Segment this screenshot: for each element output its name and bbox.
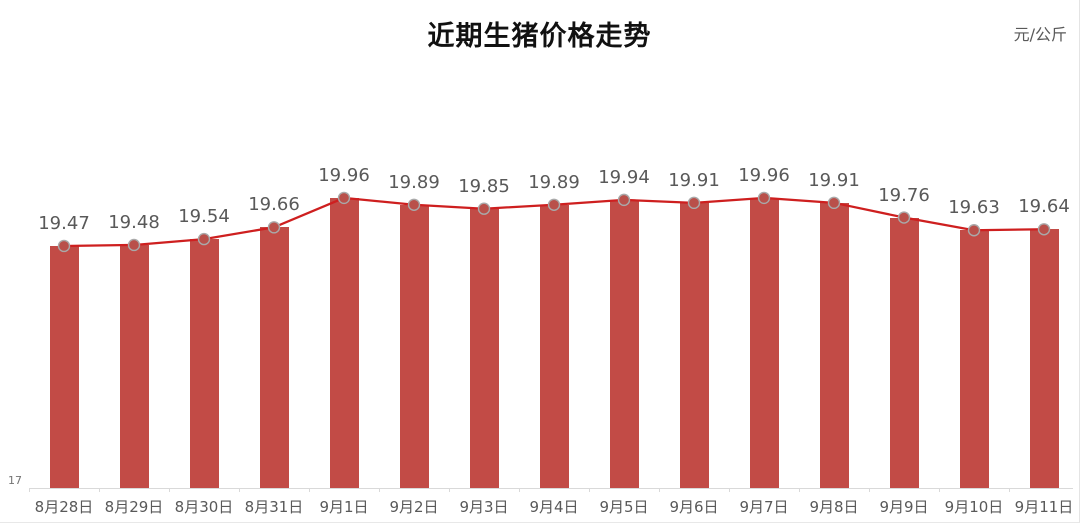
data-label: 19.48: [108, 211, 160, 233]
price-bar: [49, 245, 79, 488]
data-label: 19.64: [1018, 196, 1070, 218]
x-axis-tick: [309, 488, 310, 492]
price-bar: [189, 239, 219, 488]
x-axis-label: 9月10日: [944, 498, 1004, 516]
x-axis-tick: [1009, 488, 1010, 492]
price-bar: [259, 227, 289, 488]
x-axis-tick: [169, 488, 170, 492]
price-bar: [539, 204, 569, 488]
x-axis-label: 8月29日: [104, 498, 164, 516]
price-bar: [749, 197, 779, 488]
x-axis-label: 9月8日: [809, 498, 859, 516]
x-axis-line: [29, 488, 1073, 489]
price-bar: [889, 217, 919, 488]
x-axis-label: 8月28日: [34, 498, 94, 516]
price-bar: [609, 199, 639, 488]
price-bar: [119, 244, 149, 488]
data-label: 19.91: [808, 169, 860, 191]
x-axis-label: 9月9日: [879, 498, 929, 516]
x-axis-label: 9月6日: [669, 498, 719, 516]
x-axis-tick: [869, 488, 870, 492]
x-axis-tick: [29, 488, 30, 492]
x-axis-tick: [729, 488, 730, 492]
data-label: 19.76: [878, 184, 930, 206]
price-bar: [819, 202, 849, 488]
x-axis-label: 8月30日: [174, 498, 234, 516]
x-axis-label: 9月2日: [389, 498, 439, 516]
data-label: 19.89: [388, 171, 440, 193]
price-bar: [679, 202, 709, 488]
x-axis-label: 8月31日: [244, 498, 304, 516]
x-axis-tick: [589, 488, 590, 492]
x-axis-tick: [239, 488, 240, 492]
price-bar: [399, 204, 429, 488]
x-axis-tick: [99, 488, 100, 492]
data-label: 19.66: [248, 194, 300, 216]
x-axis-label: 9月4日: [529, 498, 579, 516]
x-axis-label: 9月5日: [599, 498, 649, 516]
data-label: 19.47: [38, 212, 90, 234]
chart-title: 近期生猪价格走势: [427, 21, 652, 51]
price-bar: [469, 208, 499, 488]
x-axis-tick: [799, 488, 800, 492]
data-label: 19.85: [458, 175, 510, 197]
x-axis-tick: [939, 488, 940, 492]
data-label: 19.54: [178, 206, 230, 228]
data-label: 19.91: [668, 169, 720, 191]
x-axis-label: 9月1日: [319, 498, 369, 516]
x-axis-label: 9月11日: [1014, 498, 1074, 516]
x-axis-label: 9月3日: [459, 498, 509, 516]
data-label: 19.96: [738, 164, 790, 186]
data-label: 19.96: [318, 164, 370, 186]
x-axis-tick: [379, 488, 380, 492]
data-label: 19.94: [598, 166, 650, 188]
x-axis-tick: [659, 488, 660, 492]
x-axis-label: 9月7日: [739, 498, 789, 516]
unit-label: 元/公斤: [1013, 25, 1067, 44]
price-bar: [329, 197, 359, 488]
price-bar: [1029, 229, 1059, 488]
y-axis-tick-label: 17: [8, 474, 22, 487]
x-axis-tick: [519, 488, 520, 492]
price-bar: [959, 230, 989, 488]
x-axis-tick: [449, 488, 450, 492]
data-label: 19.89: [528, 171, 580, 193]
data-label: 19.63: [948, 197, 1000, 219]
